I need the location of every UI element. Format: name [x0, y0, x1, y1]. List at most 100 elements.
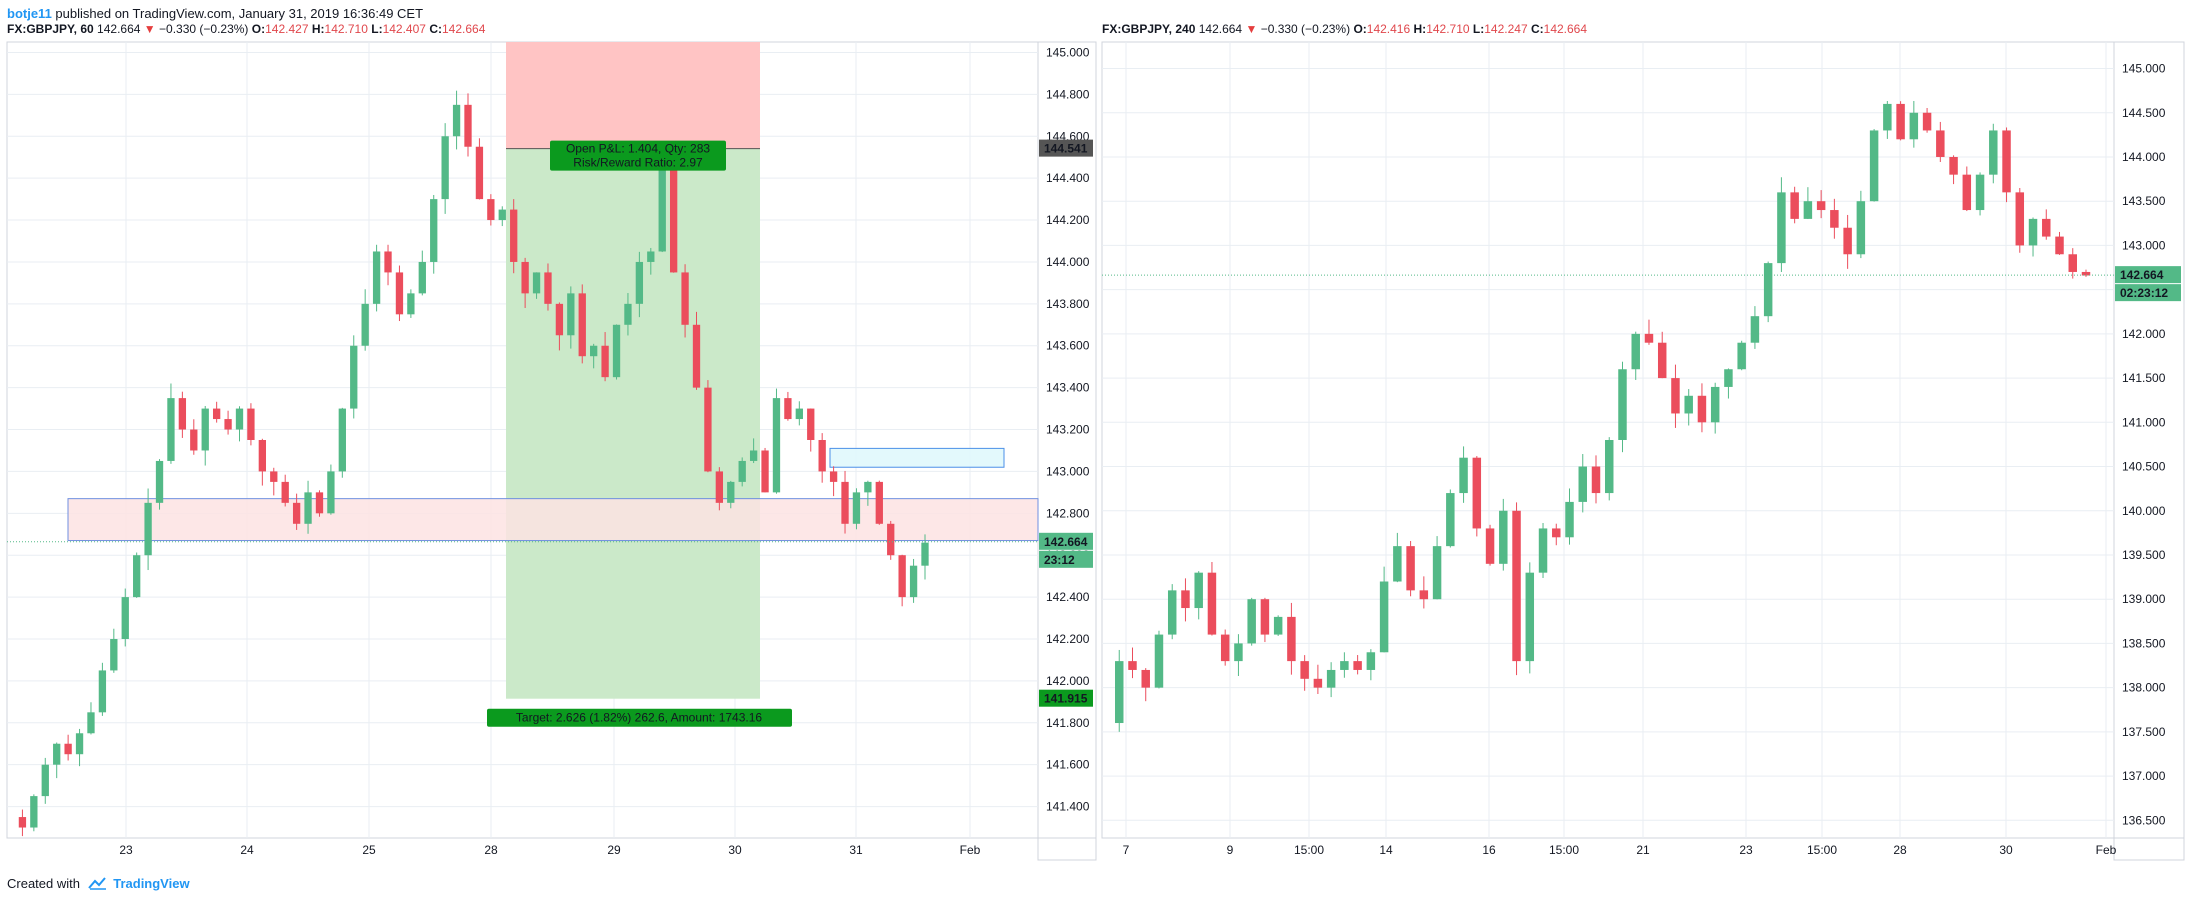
candle-body: [53, 743, 61, 765]
footer-brand[interactable]: TradingView: [113, 876, 190, 891]
candle-body: [327, 471, 335, 514]
candle-body: [818, 440, 826, 472]
candle-body: [1366, 652, 1376, 670]
candle-body: [715, 471, 724, 503]
candle: [1538, 522, 1548, 578]
candle: [1220, 629, 1230, 666]
right-low: 142.247: [1484, 22, 1528, 36]
candle-body: [384, 251, 392, 273]
candle: [1737, 340, 1746, 371]
y-tick-label: 143.800: [1046, 297, 1090, 311]
candle-body: [624, 303, 632, 325]
last-price-tag: [2115, 266, 2181, 284]
candle-body: [407, 293, 415, 315]
candle-body: [2002, 130, 2011, 193]
candle-body: [98, 670, 107, 713]
y-tick-label: 143.600: [1046, 339, 1090, 353]
candle: [144, 488, 152, 571]
candle: [532, 272, 541, 299]
candle-body: [361, 303, 369, 346]
price-axis-1: [2113, 41, 2185, 861]
candle-body: [1234, 643, 1243, 662]
candle: [190, 419, 198, 455]
y-tick-label: 136.500: [2122, 813, 2166, 827]
candle: [1512, 502, 1521, 676]
right-symbol[interactable]: FX:GBPJPY, 240: [1102, 22, 1196, 36]
x-tick-label: 28: [484, 843, 498, 857]
candle-body: [761, 450, 769, 493]
candle-body: [1962, 174, 1972, 211]
candle-body: [692, 324, 701, 388]
candle-body: [475, 146, 484, 200]
candle: [1962, 166, 1972, 212]
candle: [624, 293, 632, 336]
candle-body: [281, 481, 289, 503]
candle: [852, 488, 861, 530]
pnl-label: Open P&L: 1.404, Qty: 283: [566, 142, 710, 156]
candle-body: [2081, 271, 2091, 276]
candle: [2068, 248, 2077, 279]
candle: [338, 407, 346, 478]
candle-body: [1922, 112, 1932, 131]
low-label: L:: [371, 22, 383, 36]
candle: [247, 403, 255, 446]
candle-body: [578, 293, 586, 357]
y-tick-label: 144.800: [1046, 87, 1090, 101]
target-label: Target: 2.626 (1.82%) 262.6, Amount: 174…: [516, 711, 762, 725]
candle: [2015, 187, 2025, 253]
candle-body: [1485, 528, 1495, 564]
candle: [647, 247, 655, 275]
candle-body: [1803, 201, 1813, 219]
candle: [315, 490, 324, 517]
y-tick-label: 143.500: [2122, 194, 2166, 208]
candle: [1803, 187, 1813, 220]
candle-body: [452, 104, 461, 137]
candle-body: [1220, 634, 1230, 662]
candle: [1896, 101, 1905, 141]
entry-price-label: 144.541: [1044, 142, 1088, 156]
left-close: 142.664: [441, 22, 486, 36]
author-link[interactable]: botje11: [7, 6, 52, 21]
candle-body: [669, 167, 678, 273]
candle: [1856, 190, 1866, 259]
x-tick-label: 9: [1227, 843, 1234, 857]
candle-body: [372, 251, 381, 304]
candle-body: [338, 408, 346, 472]
candle: [749, 438, 758, 464]
candle: [64, 734, 72, 761]
candle: [41, 757, 49, 804]
x-tick-label: 24: [240, 843, 254, 857]
candle-body: [898, 555, 906, 598]
x-tick-label: 25: [362, 843, 376, 857]
stop-loss-zone: [506, 42, 760, 149]
countdown-tag: [1039, 550, 1093, 568]
candle: [1525, 562, 1535, 674]
take-profit-zone: [506, 148, 760, 699]
candle: [887, 520, 895, 560]
candle: [121, 588, 129, 647]
candle-body: [1631, 333, 1640, 370]
candle-body: [2028, 218, 2038, 246]
candle: [53, 742, 61, 779]
candle: [18, 809, 27, 837]
candle-body: [1446, 493, 1455, 547]
candle: [155, 459, 164, 510]
candle-body: [727, 481, 735, 503]
countdown-tag: [2115, 284, 2181, 302]
price-axis-0: [1037, 41, 1097, 861]
candle: [1141, 668, 1150, 702]
candle: [418, 250, 426, 296]
x-tick-label: 15:00: [1549, 843, 1579, 857]
x-tick-label: 28: [1893, 843, 1907, 857]
left-symbol[interactable]: FX:GBPJPY, 60: [7, 22, 94, 36]
high-label: H:: [311, 22, 325, 36]
candle-body: [681, 272, 689, 325]
candle: [818, 433, 826, 483]
tradingview-logo-icon: [87, 877, 106, 890]
candle: [1194, 571, 1203, 620]
candle-body: [1287, 616, 1296, 662]
candle: [1657, 331, 1667, 379]
candle-body: [1512, 510, 1521, 662]
candle-body: [1671, 378, 1680, 414]
